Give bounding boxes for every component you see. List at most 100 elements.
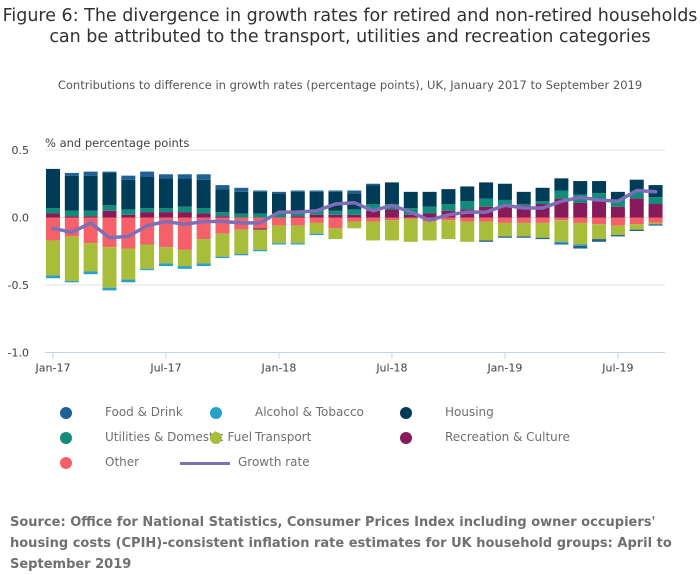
bar-segment — [234, 229, 249, 254]
bar-segment — [403, 191, 418, 209]
bar-segment — [422, 213, 437, 218]
bar-segment — [290, 217, 305, 226]
bar-segment — [328, 217, 343, 229]
bar-segment — [177, 206, 192, 213]
x-tick-label: Jul-19 — [601, 362, 633, 375]
bar-segment — [309, 191, 324, 211]
bar-segment — [592, 201, 607, 218]
bar-segment — [309, 214, 324, 218]
bar-segment — [158, 212, 173, 218]
bar-segment — [64, 216, 79, 218]
bar-segment — [610, 235, 625, 237]
bar-stack — [347, 190, 362, 229]
bar-segment — [196, 174, 211, 180]
bar-segment — [648, 204, 663, 218]
bar-segment — [64, 210, 79, 217]
bar-segment — [177, 178, 192, 207]
bar-segment — [177, 266, 192, 269]
bar-segment — [253, 213, 268, 218]
bar-segment — [290, 212, 305, 217]
bar-segment — [535, 222, 550, 238]
bar-segment — [309, 190, 324, 192]
chart-title: Figure 6: The divergence in growth rates… — [2, 6, 698, 47]
bar-segment — [234, 213, 249, 218]
bar-stack — [177, 174, 192, 269]
bar-stack — [516, 191, 531, 238]
bar-stack — [592, 181, 607, 242]
bar-segment — [158, 263, 173, 267]
bar-segment — [573, 181, 588, 195]
bar-segment — [516, 217, 531, 223]
bar-segment — [102, 217, 117, 248]
bar-segment — [271, 191, 286, 194]
bar-segment — [102, 205, 117, 211]
bar-segment — [328, 191, 343, 211]
bar-segment — [629, 191, 644, 199]
bar-segment — [309, 210, 324, 215]
bar-segment — [253, 191, 268, 214]
bar-segment — [234, 191, 249, 214]
x-axis-ticks: Jan-17 Jul-17 Jan-18 Jul-18 Jan-19 Jul-19 — [35, 352, 634, 375]
bar-segment — [384, 217, 399, 221]
legend-dot-marker — [210, 407, 222, 419]
bar-stack — [422, 191, 437, 241]
bar-stack — [121, 175, 136, 283]
bar-segment — [64, 280, 79, 283]
bar-segment — [384, 220, 399, 241]
bar-stack — [102, 171, 117, 291]
bars — [46, 168, 663, 291]
bar-segment — [535, 201, 550, 204]
bar-segment — [366, 217, 381, 222]
bar-segment — [215, 233, 230, 257]
bar-segment — [441, 220, 456, 240]
y-tick-label: -1.0 — [8, 347, 29, 360]
bar-segment — [497, 206, 512, 218]
bar-segment — [497, 236, 512, 238]
y-axis-label: % and percentage points — [45, 136, 189, 150]
bar-segment — [648, 197, 663, 204]
bar-segment — [196, 263, 211, 267]
bar-segment — [102, 287, 117, 291]
bar-segment — [215, 189, 230, 213]
bar-segment — [592, 224, 607, 240]
bar-segment — [592, 217, 607, 225]
legend-dot-marker — [60, 407, 72, 419]
bar-segment — [309, 222, 324, 234]
bar-segment — [573, 245, 588, 249]
bar-segment — [384, 182, 399, 204]
bar-segment — [158, 174, 173, 179]
source-note: Source: Office for National Statistics, … — [10, 515, 672, 572]
bar-segment — [460, 201, 475, 210]
bar-segment — [441, 204, 456, 211]
bar-segment — [573, 244, 588, 246]
bar-segment — [158, 178, 173, 209]
bar-segment — [592, 181, 607, 194]
bar-segment — [177, 249, 192, 267]
bar-segment — [102, 210, 117, 218]
bar-segment — [215, 216, 230, 218]
bar-segment — [460, 221, 475, 242]
bar-segment — [479, 182, 494, 199]
bar-segment — [158, 247, 173, 264]
bar-segment — [271, 217, 286, 226]
bar-segment — [648, 222, 663, 225]
bar-segment — [121, 279, 136, 283]
x-tick-label: Jan-19 — [486, 362, 522, 375]
bar-segment — [140, 177, 155, 209]
bar-segment — [83, 171, 98, 176]
bar-segment — [177, 174, 192, 179]
bar-segment — [592, 193, 607, 202]
growth-rate-line — [51, 188, 658, 240]
bar-segment — [64, 175, 79, 211]
bar-segment — [592, 239, 607, 242]
bar-segment — [158, 217, 173, 248]
bar-stack — [46, 168, 60, 279]
bar-stack — [610, 191, 625, 237]
bar-segment — [441, 189, 456, 204]
bar-segment — [102, 172, 117, 206]
bar-segment — [83, 210, 98, 217]
bar-segment — [328, 214, 343, 218]
bar-segment — [366, 221, 381, 241]
bar-segment — [102, 247, 117, 288]
bar-segment — [196, 239, 211, 264]
